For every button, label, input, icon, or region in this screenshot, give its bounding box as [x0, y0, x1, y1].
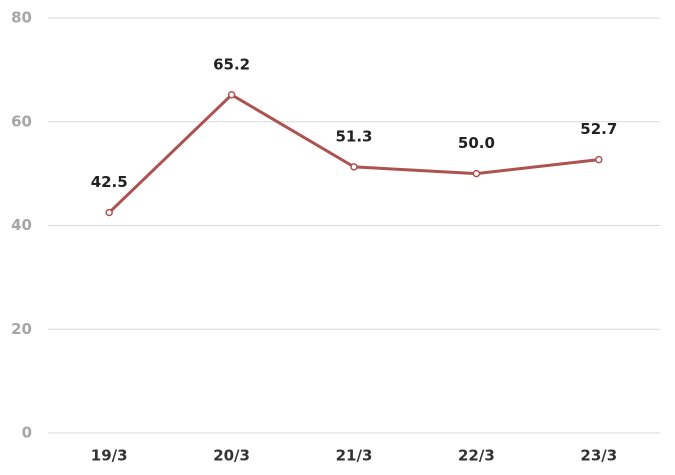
data-point: [595, 155, 603, 164]
data-label: 51.3: [335, 127, 372, 145]
x-tick-label: 22/3: [458, 447, 495, 465]
data-point: [350, 163, 358, 171]
x-tick-label: 20/3: [213, 447, 250, 465]
y-tick-label: 40: [11, 216, 32, 234]
y-tick-label: 20: [11, 320, 32, 338]
data-label: 52.7: [580, 120, 617, 138]
x-tick-label: 21/3: [336, 447, 373, 465]
x-tick-label: 19/3: [91, 447, 128, 465]
x-tick-label: 23/3: [580, 447, 617, 465]
y-tick-label: 0: [22, 424, 32, 442]
data-line: [108, 93, 599, 214]
data-point: [105, 208, 113, 217]
y-tick-label: 60: [11, 112, 32, 130]
data-point: [227, 91, 236, 99]
y-tick-label: 80: [11, 9, 32, 27]
data-point: [472, 169, 481, 178]
data-label: 65.2: [213, 55, 250, 73]
data-label: 50.0: [458, 134, 495, 152]
data-label: 42.5: [91, 173, 128, 191]
